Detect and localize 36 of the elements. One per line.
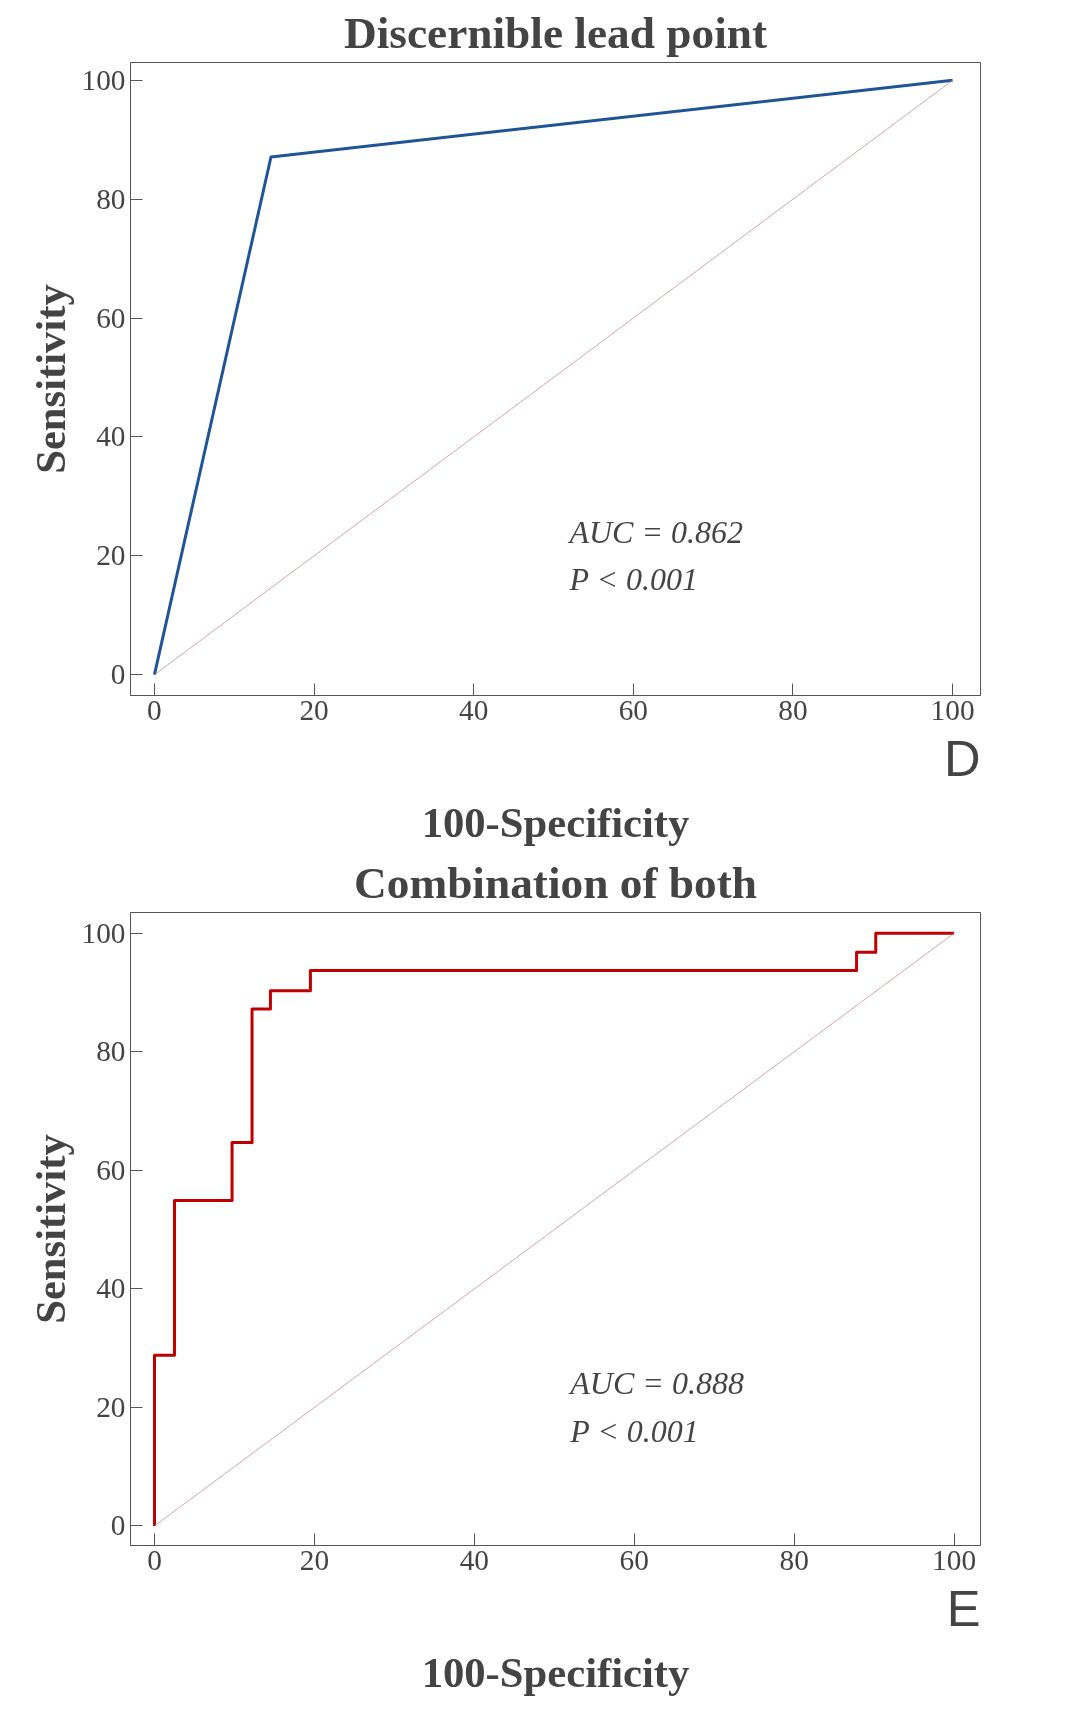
y-tick-label: 40 <box>96 1272 126 1305</box>
annotation: P < 0.001 <box>568 561 699 598</box>
annotation: AUC = 0.888 <box>568 1365 744 1402</box>
x-tick-label: 0 <box>147 693 162 726</box>
y-tick-label: 60 <box>96 1153 126 1186</box>
y-axis-title: Sensitivity <box>26 1134 74 1324</box>
y-tick-label: 20 <box>96 1390 126 1423</box>
x-tick-label: 0 <box>147 1543 162 1576</box>
y-tick-label: 60 <box>96 301 126 334</box>
x-tick-label: 100 <box>930 693 975 726</box>
y-tick-label: 20 <box>96 539 126 572</box>
x-tick-label: 60 <box>619 1543 649 1576</box>
x-tick-label: 100 <box>932 1543 977 1576</box>
x-tick-label: 40 <box>459 1543 489 1576</box>
y-tick-label: 0 <box>110 1509 126 1542</box>
x-tick-label: 40 <box>459 693 489 726</box>
text: E <box>946 1579 981 1637</box>
y-tick-label: 40 <box>96 420 126 453</box>
x-axis-title: 100-Specificity <box>421 1648 690 1696</box>
y-tick-label: 100 <box>81 916 126 949</box>
y-tick-label: 100 <box>81 63 126 96</box>
y-tick-label: 0 <box>110 658 126 691</box>
y-axis-title: Sensitivity <box>26 284 74 474</box>
annotation: AUC = 0.862 <box>567 513 744 550</box>
x-tick-label: 20 <box>299 693 329 726</box>
y-tick-label: 80 <box>96 1035 126 1068</box>
text: D <box>943 729 981 787</box>
chart-title: Discernible lead point <box>343 7 768 58</box>
y-tick-label: 80 <box>96 182 126 215</box>
x-axis-title: 100-Specificity <box>421 798 690 846</box>
x-tick-label: 80 <box>779 1543 809 1576</box>
x-tick-label: 60 <box>618 693 648 726</box>
x-tick-label: 80 <box>778 693 808 726</box>
x-tick-label: 20 <box>299 1543 330 1576</box>
annotation: P < 0.001 <box>569 1412 699 1449</box>
chart-title: Combination of both <box>354 857 757 908</box>
